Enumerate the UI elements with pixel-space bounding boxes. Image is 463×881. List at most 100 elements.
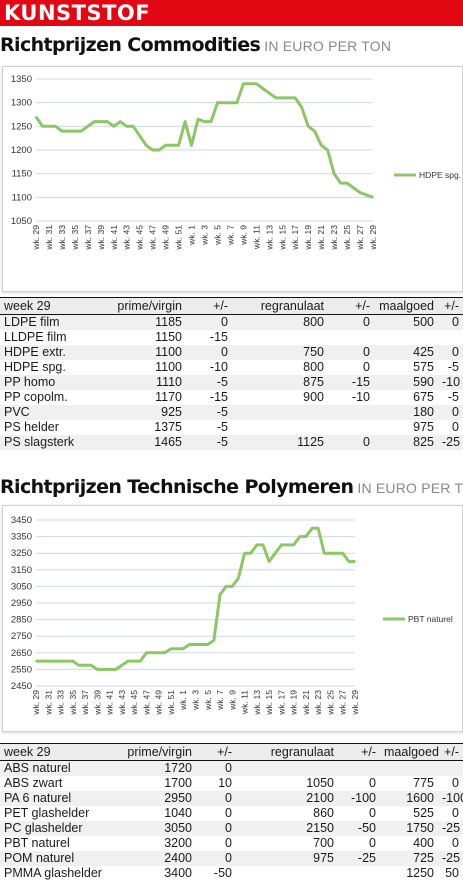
material-name: PC glashelder [0,821,112,836]
x-tick-label: wk. 29 [31,690,41,716]
data-point [138,135,141,137]
price-cell: 3400 [164,866,192,880]
price-cell [236,760,338,776]
y-tick-label: 1300 [11,98,32,109]
price-cell: 1750 [380,821,438,836]
y-tick-label: 1350 [11,74,32,85]
material-name: PVC [0,405,100,420]
material-name: PA 6 naturel [0,791,112,806]
data-point [151,652,154,654]
x-tick-label: wk. 23 [329,225,339,251]
data-point [190,144,193,147]
data-point [164,144,167,147]
material-name: HDPE extr. [0,345,100,360]
data-point [87,125,89,128]
y-tick-label: 3350 [11,532,32,543]
price-cell [374,330,438,345]
y-tick-label: 3250 [11,548,32,559]
data-point [223,101,225,104]
price-cell: 800 [303,360,324,374]
x-tick-label: wk. 7 [215,690,225,711]
y-tick-label: 2650 [11,648,32,659]
data-point [237,577,240,579]
data-point [65,660,68,662]
data-point [313,130,316,132]
x-tick-label: wk. 21 [301,690,311,716]
data-point [225,585,227,588]
column-header: prime/virgin [100,297,186,315]
price-cell: 725 [380,851,438,866]
data-point [243,552,246,554]
technical-chart-svg: 2450 2550 2650 2750 2850 2950 3050 3150 3250 3350… [11,515,453,716]
material-name: PP homo [0,375,100,390]
price-cell: 1110 [100,375,186,390]
price-cell: -100 [338,791,380,806]
data-point [96,668,99,671]
price-cell: -10 [438,375,463,390]
y-tick-label: 1200 [11,145,32,156]
price-cell: 1100 [100,345,186,360]
price-cell [328,330,374,345]
price-cell: 875 [232,375,328,390]
table-header-row: week 29 prime/virgin +/- regranulaat +/- maal… [0,297,463,315]
data-point [339,182,342,184]
price-cell: 900 [303,390,324,404]
x-tick-label: wk. 35 [70,225,80,251]
x-tick-label: wk. 29 [350,690,360,716]
data-point [236,101,238,104]
price-cell: 0 [369,836,376,850]
column-header: week 29 [0,297,100,315]
x-tick-label: wk. 51 [166,690,176,716]
data-point [59,660,62,662]
price-cell: -100 [438,791,463,806]
price-cell: 180 [374,405,438,420]
material-name: PS slagsterk [0,435,100,450]
data-point [72,660,74,662]
price-cell: 1125 [232,435,328,450]
x-tick-label: wk. 19 [303,225,313,251]
data-point [133,660,135,662]
data-point [307,125,309,128]
price-cell: 0 [438,314,463,330]
data-point [176,647,178,650]
price-cell: -5 [186,375,232,390]
column-header: +/- [196,743,236,761]
series-line [34,82,374,199]
price-cell [232,405,328,420]
x-tick-label: wk. 51 [174,225,184,251]
price-cell [438,760,463,776]
x-tick-label: wk. 49 [154,690,164,716]
material-name: PBT naturel [4,836,70,850]
price-cell: -50 [213,866,232,880]
data-point [184,120,186,123]
y-tick-label: 2750 [11,631,32,642]
x-tick-label: wk. 11 [240,690,250,715]
y-tick-label: 3450 [11,515,32,526]
price-cell: 0 [438,345,463,360]
x-tick-label: wk. 25 [342,225,352,251]
column-header: +/- [438,297,463,315]
price-cell: 0 [196,821,236,836]
data-point [47,660,50,662]
x-tick-label: wk. 11 [251,225,261,250]
price-cell [236,866,338,881]
price-cell: 0 [196,851,236,866]
x-tick-label: wk. 19 [289,690,299,716]
price-cell: 675 [413,390,434,404]
x-tick-label: wk. 41 [109,225,119,251]
price-cell: 1040 [164,806,192,820]
section-title: KUNSTSTOF [4,1,151,25]
column-header: regranulaat [232,297,328,315]
price-cell: -10 [351,390,370,404]
price-cell: 0 [369,776,376,790]
data-point [203,120,206,123]
data-point [119,120,122,123]
x-tick-label: wk. 33 [56,690,66,716]
data-point [41,660,43,662]
x-tick-label: wk. 41 [105,690,115,716]
x-tick-label: wk. 5 [203,690,213,711]
data-point [197,118,199,121]
data-point [262,544,264,546]
price-cell: -5 [447,390,459,404]
x-tick-label: wk. 45 [135,225,145,251]
